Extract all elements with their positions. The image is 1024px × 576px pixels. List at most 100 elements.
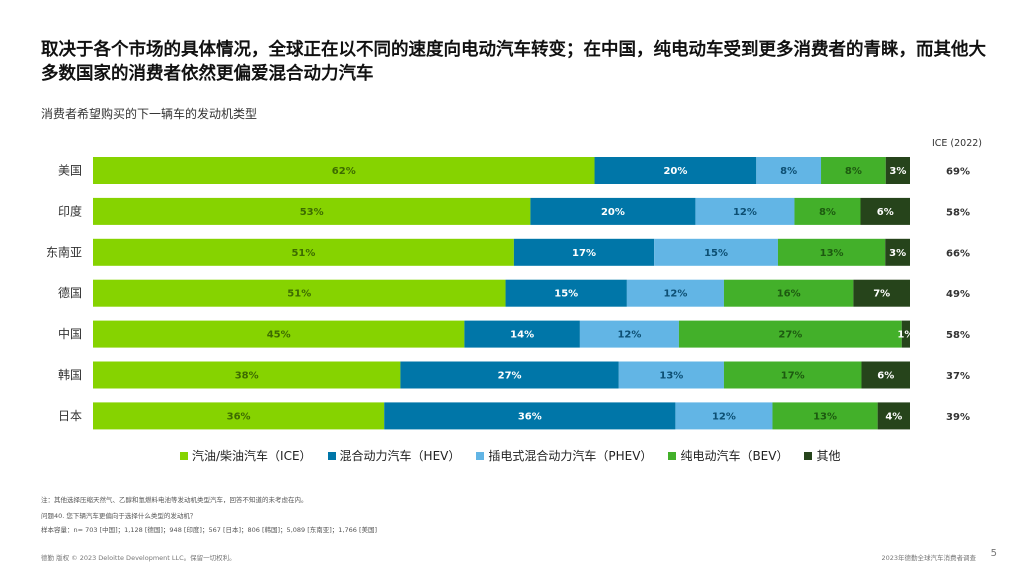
bar-segment <box>777 238 886 266</box>
data-label: 14% <box>510 330 534 341</box>
data-label: 38% <box>235 371 259 382</box>
bar-segment <box>400 361 619 389</box>
sample-size-text: 样本容量：n= 703 [中国]；1,128 [德国]；948 [印度]；567… <box>41 526 378 534</box>
page-number: 5 <box>990 548 997 559</box>
data-label: 62% <box>332 166 356 177</box>
data-label: 4% <box>885 411 902 422</box>
bar-segment <box>678 320 902 348</box>
ice-2022-value: 58% <box>946 330 970 341</box>
data-label: 12% <box>663 289 687 300</box>
bar-segment <box>877 402 910 430</box>
ice-2022-value: 39% <box>946 412 970 423</box>
legend-swatch <box>180 451 188 460</box>
data-label: 13% <box>820 248 844 259</box>
data-label: 12% <box>712 411 736 422</box>
data-label: 51% <box>287 289 311 300</box>
bar-segment <box>885 238 910 266</box>
page-title: 取决于各个市场的具体情况，全球正在以不同的速度向电动汽车转变；在中国，纯电动车受… <box>41 40 986 84</box>
bar-segment <box>513 238 655 266</box>
bar-segment <box>853 279 910 307</box>
bar-segment <box>901 320 910 348</box>
bar-segment <box>505 279 627 307</box>
data-label: 3% <box>889 166 906 177</box>
legend-swatch <box>476 451 485 460</box>
data-label: 6% <box>877 371 894 382</box>
bar-segment <box>594 157 757 184</box>
category-label: 韩国 <box>58 367 82 382</box>
bar-segment <box>93 238 514 266</box>
data-label: 36% <box>518 411 542 422</box>
data-label: 16% <box>777 289 801 300</box>
bar-segment <box>654 238 778 266</box>
bar-segment <box>93 279 506 307</box>
data-label: 17% <box>572 248 596 259</box>
note-text: 注：其他选择压缩天然气、乙醇和氢燃料电池等发动机类型汽车，回答不知道的未考虑在内… <box>41 496 308 504</box>
category-label: 德国 <box>58 285 82 300</box>
copyright-footer: 德勤 版权 © 2023 Deloitte Development LLC。保留… <box>41 554 236 562</box>
bar-segment <box>772 402 878 430</box>
category-label: 日本 <box>58 409 82 423</box>
data-label: 17% <box>781 371 805 382</box>
bar-segment <box>860 197 910 225</box>
legend-label: 插电式混合动力汽车（PHEV） <box>488 449 653 463</box>
data-label: 36% <box>227 411 251 422</box>
legend-item: 纯电动汽车（BEV） <box>668 447 788 464</box>
bar-segment <box>93 320 465 348</box>
legend-swatch <box>327 451 336 460</box>
ice-2022-value: 66% <box>946 248 970 259</box>
bar-segment <box>756 157 822 184</box>
data-label: 20% <box>663 166 687 177</box>
data-label: 6% <box>877 207 894 218</box>
data-label: 51% <box>291 248 315 259</box>
bar-segment <box>93 402 385 430</box>
legend-label: 汽油/柴油汽车（ICE） <box>192 449 312 463</box>
data-label: 12% <box>617 330 641 341</box>
legend-swatch <box>668 451 677 460</box>
ice-2022-value: 58% <box>946 207 970 218</box>
data-label: 15% <box>704 248 728 259</box>
bar-segment <box>93 361 401 389</box>
legend-item: 混合动力汽车（HEV） <box>327 447 461 464</box>
data-label: 3% <box>889 248 906 259</box>
bar-segment <box>579 320 679 348</box>
bar-segment <box>626 279 724 307</box>
data-label: 8% <box>819 207 836 218</box>
data-label: 13% <box>659 371 683 382</box>
bar-segment <box>93 157 595 184</box>
category-label: 印度 <box>58 203 82 218</box>
data-label: 27% <box>498 371 522 382</box>
bar-segment <box>794 197 861 225</box>
data-label: 8% <box>780 166 797 177</box>
ice-2022-value: 49% <box>946 289 970 300</box>
data-label: 27% <box>778 330 802 341</box>
data-label: 12% <box>733 207 757 218</box>
data-label: 53% <box>300 207 324 218</box>
data-label: 20% <box>601 207 625 218</box>
category-label: 中国 <box>58 326 82 341</box>
survey-footer: 2023年德勤全球汽车消费者调查 <box>881 554 976 562</box>
legend-label: 纯电动汽车（BEV） <box>680 449 789 463</box>
question-text: 问题40. 您下辆汽车更偏向于选择什么类型的发动机？ <box>41 512 197 520</box>
data-label: 13% <box>813 411 837 422</box>
bar-segment <box>675 402 773 430</box>
bar-segment <box>695 197 795 225</box>
bar-segment <box>861 361 910 389</box>
legend-label: 其他 <box>816 449 841 463</box>
bar-segment <box>723 279 854 307</box>
data-label: 7% <box>873 289 890 300</box>
bar-segment <box>618 361 724 389</box>
legend-swatch <box>804 451 813 460</box>
bar-segment <box>464 320 580 348</box>
ice-2022-value: 37% <box>946 371 970 382</box>
legend-item: 插电式混合动力汽车（PHEV） <box>476 447 652 464</box>
bar-segment <box>723 361 862 389</box>
chart-subtitle: 消费者希望购买的下一辆车的发动机类型 <box>41 107 258 121</box>
data-label: 1% <box>897 330 914 341</box>
data-label: 8% <box>845 166 862 177</box>
legend-item: 其他 <box>804 447 840 464</box>
bar-segment <box>93 197 531 225</box>
bar-segment <box>384 402 676 430</box>
ice-2022-value: 69% <box>946 167 970 178</box>
legend-label: 混合动力汽车（HEV） <box>339 449 461 463</box>
